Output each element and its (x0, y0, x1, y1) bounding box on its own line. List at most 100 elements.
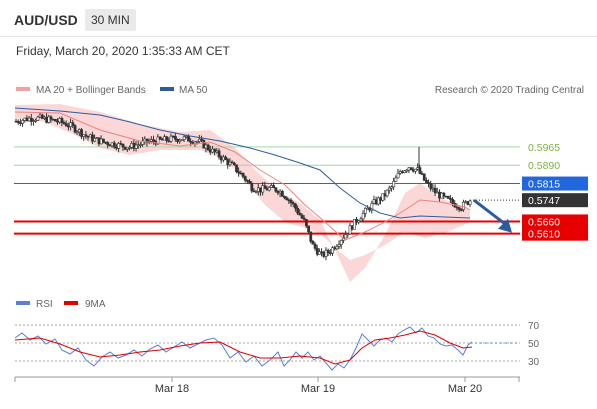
candle-body (226, 159, 230, 166)
candle-body (248, 180, 252, 184)
candle-body (224, 156, 228, 160)
candle-body (62, 122, 66, 124)
candle-body (208, 149, 212, 153)
level-label-support: 0.5610 (528, 229, 560, 241)
candle-body (363, 208, 367, 214)
candle-body (132, 142, 136, 149)
candle-body (230, 161, 234, 164)
candle-body (440, 192, 444, 199)
candle-body (261, 185, 265, 193)
candle-body (396, 172, 400, 179)
candle-body (385, 189, 389, 197)
candle-body (29, 117, 33, 122)
candle-body (189, 140, 193, 143)
candle-body (40, 114, 44, 119)
level-lines (14, 146, 520, 235)
timeframe-badge[interactable]: 30 MIN (85, 9, 136, 31)
candle-body (158, 136, 162, 140)
rsi-label-30: 30 (528, 357, 540, 368)
candle-body (58, 118, 62, 123)
level-label-box (522, 176, 588, 191)
candle-body (272, 185, 276, 189)
candle-body (184, 135, 188, 138)
candle-body (418, 167, 422, 174)
candle-body (442, 192, 446, 197)
candle-body (75, 131, 79, 134)
candle-body (139, 144, 142, 146)
candle-body (379, 197, 383, 201)
candle-body (390, 186, 393, 189)
candle-body (206, 144, 210, 151)
candle-body (444, 195, 448, 198)
candle-body (254, 191, 258, 193)
legend-swatch-9ma (64, 301, 78, 305)
candle-body (102, 138, 105, 143)
candle-body (150, 139, 153, 142)
candle-body (359, 218, 363, 222)
candle-body (407, 167, 411, 171)
candle-body (433, 187, 437, 194)
candle-body (193, 141, 197, 144)
candle-body (49, 116, 53, 120)
candle-body (250, 182, 254, 192)
candle-body (95, 137, 99, 140)
candle-body (119, 143, 123, 145)
candle-body (289, 200, 293, 204)
candle-body (350, 225, 354, 230)
candle-body (466, 201, 470, 205)
candle-body (411, 169, 415, 172)
level-label-box (522, 226, 588, 241)
legend-swatch-ma50 (160, 87, 174, 91)
candle-body (239, 172, 243, 175)
candle-body (156, 136, 160, 145)
x-tick-label: Mar 19 (301, 383, 335, 395)
candle-body (56, 120, 59, 123)
candle-body (252, 190, 256, 193)
candle-body (64, 123, 68, 127)
candle-body (318, 251, 321, 255)
research-credit: Research © 2020 Trading Central (435, 85, 584, 96)
candle-body (232, 162, 236, 166)
candle-body (339, 240, 343, 245)
candle-body (381, 193, 385, 201)
candle-body (51, 118, 55, 121)
candle-body (241, 172, 245, 177)
candle-body (392, 181, 396, 188)
bollinger-band (15, 104, 470, 282)
candle-body (195, 141, 199, 143)
legend-9ma: 9MA (85, 299, 106, 310)
ma20-line (14, 111, 471, 241)
candle-body (21, 120, 25, 124)
forecast-arrowhead (498, 218, 512, 233)
candle-body (202, 139, 206, 149)
rsi-label-50: 50 (528, 339, 540, 350)
candle-body (32, 120, 35, 122)
candle-body (136, 144, 140, 147)
candle-body (243, 176, 247, 181)
candle-body (71, 122, 75, 126)
candle-body (374, 199, 378, 205)
candle-body (403, 170, 407, 173)
candle-body (315, 248, 319, 255)
rsi-9ma-line (14, 330, 473, 365)
candle-body (23, 117, 27, 121)
candle-body (246, 180, 249, 182)
candle-body (300, 214, 304, 219)
candle-body (416, 167, 420, 170)
candle-body (115, 146, 118, 149)
candle-body (414, 168, 417, 172)
candle-body (228, 161, 232, 166)
candle-body (204, 144, 208, 149)
chart-timestamp: Friday, March 20, 2020 1:35:33 AM CET (16, 44, 230, 58)
candle-body (215, 150, 219, 153)
candle-body (130, 142, 134, 148)
rsi-label-70: 70 (528, 321, 540, 332)
candle-body (160, 138, 164, 141)
candle-body (355, 219, 359, 223)
candle-body (309, 231, 313, 242)
candle-body (409, 167, 413, 171)
candle-body (335, 246, 339, 250)
candle-body (217, 150, 221, 158)
candle-body (191, 141, 195, 144)
